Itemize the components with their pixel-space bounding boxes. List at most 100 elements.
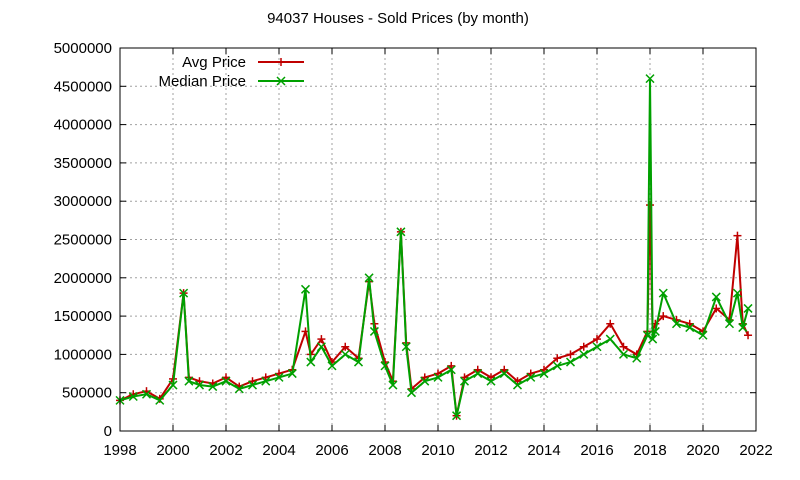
data-point [711,292,721,302]
x-tick-label: 2022 [739,442,772,459]
data-point [247,380,258,390]
y-tick-label: 3000000 [54,193,112,210]
x-tick-label: 2006 [315,442,348,459]
data-point [732,288,742,298]
y-tick-label: 500000 [62,385,112,402]
data-point [499,369,509,379]
data-point [553,354,562,363]
data-point [645,74,655,84]
legend-marker [277,58,285,66]
data-point [221,376,231,386]
data-point [396,227,406,237]
data-point [712,304,721,313]
data-point [155,395,165,405]
data-point [341,342,350,351]
y-tick-label: 3500000 [54,155,112,172]
data-point [632,353,642,363]
x-tick-label: 1998 [103,442,136,459]
data-point [179,288,189,298]
data-point [658,288,668,298]
x-tick-label: 2010 [421,442,454,459]
data-point [619,342,628,351]
legend-label: Avg Price [182,54,246,71]
data-point [300,284,311,294]
data-point [128,391,138,402]
data-point [184,376,194,386]
x-tick-label: 2004 [262,442,295,459]
data-point [433,372,443,382]
data-point [306,357,316,367]
data-point [552,361,562,371]
data-point [642,330,652,340]
data-point [317,335,326,344]
data-point [473,369,483,379]
y-tick-label: 4000000 [54,117,112,134]
y-tick-label: 2500000 [54,232,112,249]
data-point [648,334,658,344]
data-point [566,350,575,359]
y-tick-label: 5000000 [54,40,112,57]
data-point [685,319,694,328]
data-point [526,369,535,378]
legend-marker [276,76,286,86]
data-point [420,373,429,382]
data-point [208,382,218,392]
data-point [459,376,470,386]
legend-label: Median Price [158,73,246,90]
y-tick-label: 1500000 [54,308,112,325]
data-point [141,389,152,399]
data-point [512,380,523,390]
data-point [540,365,548,374]
data-point [671,319,682,329]
x-tick-label: 2002 [209,442,242,459]
data-point [593,335,601,344]
data-point [646,201,654,210]
x-tick-label: 2008 [368,442,401,459]
data-point [579,342,588,351]
x-tick-label: 2014 [527,442,560,459]
x-tick-label: 2018 [633,442,666,459]
data-point [340,349,350,359]
data-point [446,365,456,375]
data-point [406,388,417,398]
x-tick-label: 2012 [474,442,507,459]
data-point [698,330,708,340]
data-point [434,369,442,378]
series-line [119,77,750,417]
data-point [592,342,602,352]
y-tick-label: 2000000 [54,270,112,287]
x-tick-label: 2020 [686,442,719,459]
data-point [261,376,271,386]
y-tick-label: 0 [104,423,112,440]
data-point [194,380,205,390]
data-point [327,361,337,371]
data-point [248,377,257,386]
y-tick-label: 4500000 [54,78,112,95]
x-tick-label: 2016 [580,442,613,459]
data-point [195,377,204,386]
axis-ticks: 0 500000 1000000 1500000 2000000 2500000 30000… [54,40,773,459]
legend: Avg Price Median Price [158,54,304,90]
data-point [500,365,509,374]
series-layer [115,74,753,421]
data-point [364,273,374,283]
data-point [685,323,695,333]
data-point [274,372,284,382]
series-median-price [115,74,753,421]
chart-title: 94037 Houses - Sold Prices (by month) [267,10,529,27]
data-point [605,334,615,344]
data-point [369,326,379,336]
data-point [460,373,469,382]
data-point [738,323,748,333]
data-point [526,372,536,382]
x-tick-label: 2000 [156,442,189,459]
data-point [579,349,589,359]
data-point [380,361,390,371]
data-point [744,331,753,340]
data-point [275,369,283,378]
plot-frame [119,47,757,432]
data-point [539,369,549,379]
data-point [650,326,660,336]
data-point [565,357,576,367]
